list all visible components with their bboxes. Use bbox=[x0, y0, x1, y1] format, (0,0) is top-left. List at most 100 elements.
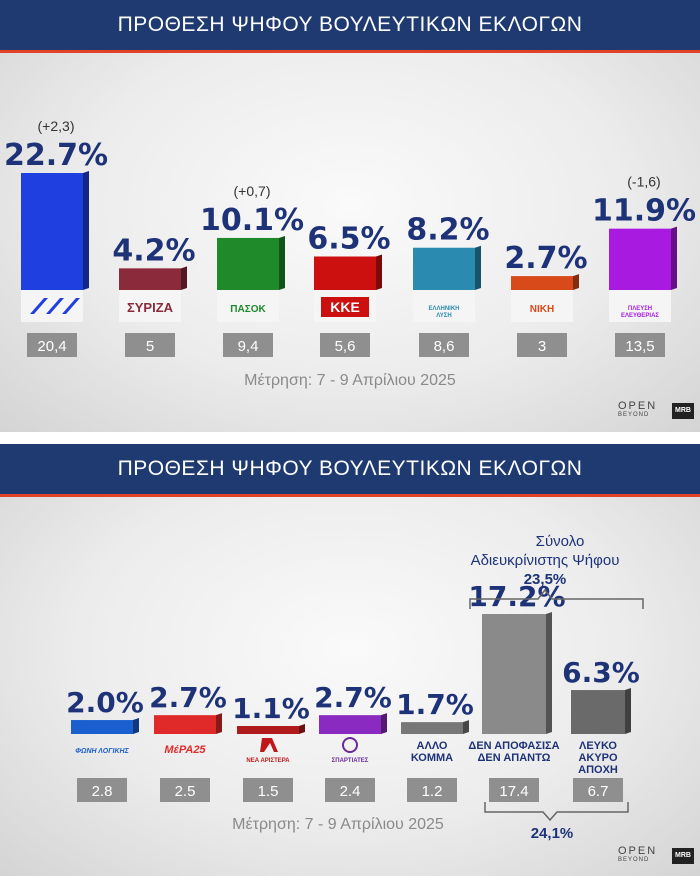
previous-value: 5,6 bbox=[335, 338, 356, 355]
party-logo-text: ΕΛΕΥΘΕΡΙΑΣ bbox=[621, 313, 659, 319]
annotation-label: Σύνολο bbox=[536, 533, 585, 550]
bar-side bbox=[475, 245, 481, 290]
previous-value: 2.4 bbox=[340, 783, 361, 800]
bar bbox=[21, 173, 83, 290]
bar-side bbox=[376, 254, 382, 290]
chart-top: 22.7% (+2,3) 20,4 ΣΥΡΙΖΑ 4.2% 5 ΠΑΣΟΚ 10.1% (+0,… bbox=[4, 118, 696, 357]
mrb-logo: MRB bbox=[672, 403, 694, 419]
sum-bracket bbox=[484, 802, 629, 822]
category-label: ΑΛΛΟ bbox=[417, 740, 448, 752]
bar bbox=[71, 720, 133, 734]
annotation-label: Αδιευκρίνιστης Ψήφου bbox=[471, 552, 620, 569]
party-logo-text: ΠΑΣΟΚ bbox=[230, 304, 266, 315]
panel-background bbox=[0, 53, 700, 432]
bar-side bbox=[625, 688, 631, 734]
value-label: 2.7% bbox=[314, 681, 392, 714]
logo-plate bbox=[511, 290, 573, 322]
value-label: 1.7% bbox=[396, 688, 474, 721]
party-logo-text: ΚΚΕ bbox=[330, 299, 360, 315]
bar bbox=[217, 237, 279, 290]
title-underline bbox=[0, 494, 700, 497]
category-label: ΔΕΝ ΑΠΑΝΤΩ bbox=[478, 752, 551, 764]
bar bbox=[511, 276, 573, 290]
bar bbox=[413, 247, 475, 290]
previous-value: 5 bbox=[146, 338, 154, 355]
previous-value: 17.4 bbox=[499, 783, 528, 800]
previous-box bbox=[160, 778, 210, 802]
title-underline bbox=[0, 50, 700, 53]
bar-side bbox=[299, 724, 305, 734]
previous-value: 6.7 bbox=[588, 783, 609, 800]
logo-plate bbox=[21, 290, 83, 322]
party-logo-text: ΕΛΛΗΝΙΚΗ bbox=[428, 306, 459, 312]
category-label: ΑΚΥΡΟ bbox=[578, 752, 618, 764]
value-label: 6.5% bbox=[307, 221, 390, 256]
nd-logo-icon bbox=[46, 298, 64, 314]
bar-side bbox=[133, 718, 139, 734]
bar-side bbox=[573, 274, 579, 290]
previous-box bbox=[77, 778, 127, 802]
value-label: 10.1% bbox=[200, 203, 304, 238]
previous-box bbox=[320, 333, 370, 357]
nd-logo-icon bbox=[30, 298, 48, 314]
previous-box bbox=[573, 778, 623, 802]
bar-side bbox=[279, 235, 285, 290]
party-logo-text: ΦΩΝΗ ΛΟΓΙΚΗΣ bbox=[75, 748, 129, 755]
value-label: 2.7% bbox=[504, 241, 587, 276]
party-logo-text: ΣΥΡΙΖΑ bbox=[127, 300, 174, 315]
category-label: ΔΕΝ ΑΠΟΦΑΣΙΣΑ bbox=[468, 740, 559, 752]
previous-value: 13,5 bbox=[625, 338, 654, 355]
category-label: ΑΠΟΧΗ bbox=[578, 764, 618, 776]
previous-box bbox=[489, 778, 539, 802]
bar-side bbox=[181, 266, 187, 290]
bar bbox=[319, 715, 381, 734]
value-label: 2.0% bbox=[66, 686, 144, 719]
logo-plate bbox=[119, 290, 181, 322]
previous-value: 3 bbox=[538, 338, 546, 355]
value-label: 11.9% bbox=[592, 194, 696, 229]
previous-box bbox=[517, 333, 567, 357]
previous-box bbox=[419, 333, 469, 357]
bar-side bbox=[83, 171, 89, 290]
kke-logo-bg bbox=[321, 297, 369, 317]
top-panel: ΠΡΟΘΕΣΗ ΨΗΦΟΥ ΒΟΥΛΕΥΤΙΚΩΝ ΕΚΛΟΓΩΝ 22.7% (… bbox=[0, 0, 700, 432]
spartiates-logo-icon bbox=[342, 737, 358, 753]
bar bbox=[314, 256, 376, 290]
nd-logo-icon bbox=[62, 298, 80, 314]
bar bbox=[401, 722, 463, 734]
nea-aristera-logo-icon bbox=[260, 738, 278, 752]
panel-title: ΠΡΟΘΕΣΗ ΨΗΦΟΥ ΒΟΥΛΕΥΤΙΚΩΝ ΕΚΛΟΓΩΝ bbox=[0, 0, 700, 50]
change-label: (+0,7) bbox=[234, 183, 271, 199]
previous-value: 2.5 bbox=[175, 783, 196, 800]
party-logo-text: ΛΥΣΗ bbox=[436, 313, 451, 319]
value-label: 1.1% bbox=[232, 692, 310, 725]
party-logo-text: ΝΙΚΗ bbox=[530, 304, 554, 315]
bar-side bbox=[546, 612, 552, 734]
open-logo: OPEN BEYOND bbox=[618, 400, 658, 418]
bar bbox=[571, 690, 625, 734]
value-label: 6.3% bbox=[562, 656, 640, 689]
previous-value: 8,6 bbox=[434, 338, 455, 355]
value-label: 2.7% bbox=[149, 681, 227, 714]
bar bbox=[119, 268, 181, 290]
bar-side bbox=[463, 720, 469, 734]
previous-box bbox=[243, 778, 293, 802]
value-label: 8.2% bbox=[406, 213, 489, 248]
party-logo-text: ΠΛΕΥΣΗ bbox=[628, 306, 652, 312]
value-label: 22.7% bbox=[4, 138, 108, 173]
annotation-total: 23,5% bbox=[524, 571, 567, 588]
survey-date: Μέτρηση: 7 - 9 Απρίλιου 2025 bbox=[232, 816, 444, 833]
previous-box bbox=[325, 778, 375, 802]
previous-box bbox=[125, 333, 175, 357]
previous-value: 2.8 bbox=[92, 783, 113, 800]
previous-value: 20,4 bbox=[37, 338, 66, 355]
bottom-panel: ΠΡΟΘΕΣΗ ΨΗΦΟΥ ΒΟΥΛΕΥΤΙΚΩΝ ΕΚΛΟΓΩΝ 2.0% ΦΩ… bbox=[0, 444, 700, 876]
previous-box bbox=[615, 333, 665, 357]
category-label: ΚΟΜΜΑ bbox=[411, 752, 453, 764]
previous-box bbox=[27, 333, 77, 357]
value-label: 4.2% bbox=[112, 233, 195, 268]
logo-plate bbox=[413, 290, 475, 322]
bar-side bbox=[381, 713, 387, 734]
bar bbox=[154, 715, 216, 734]
previous-box bbox=[407, 778, 457, 802]
